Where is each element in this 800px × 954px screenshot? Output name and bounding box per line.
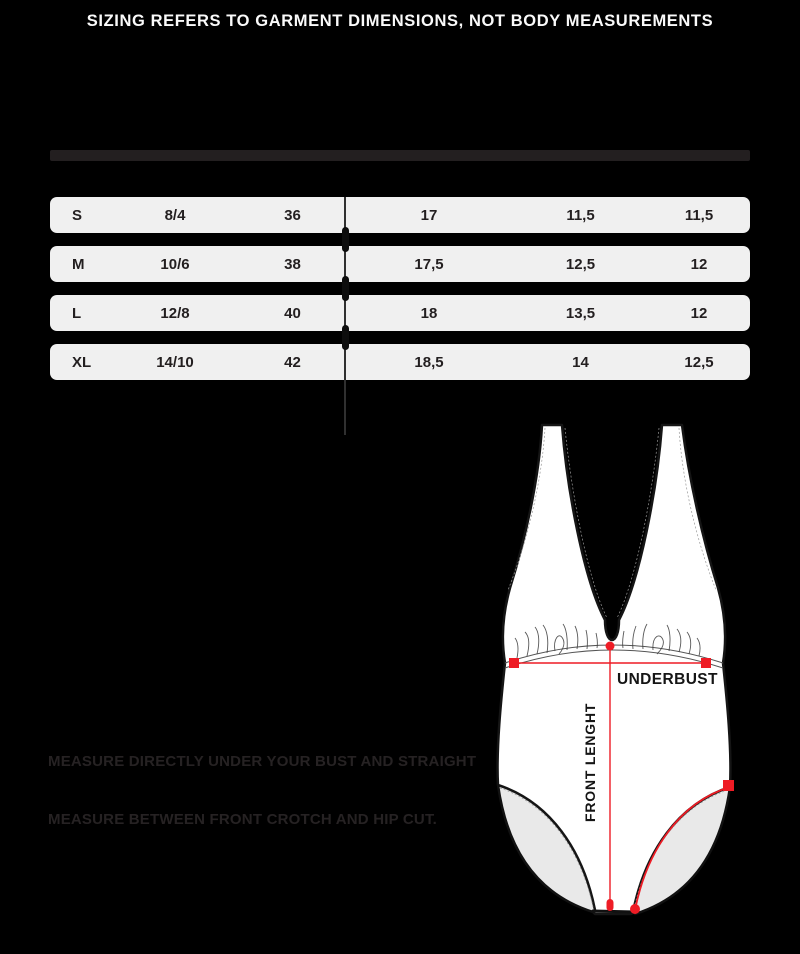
instruction-front-length: MEASURE BETWEEN FRONT CROTCH AND HIP CUT…: [48, 811, 438, 828]
measure-3: 11,5: [684, 206, 714, 224]
measure-2: 13,5: [565, 304, 596, 322]
hip-cut-line: [634, 786, 731, 911]
measure-3: 12: [690, 304, 708, 322]
table-row-l: L 12/8 40 18 13,5 12: [50, 295, 750, 331]
table-row-m: M 10/6 38 17,5 12,5 12: [50, 246, 750, 282]
table-column-divider: [344, 197, 346, 435]
underbust-right-marker: [701, 658, 711, 668]
size-us-uk: 12/8: [160, 304, 190, 322]
size-eu: 36: [284, 206, 301, 224]
measure-3: 12: [690, 255, 708, 273]
size-eu: 42: [284, 353, 301, 371]
size-label: XL: [72, 353, 92, 371]
table-header-bar: [50, 150, 750, 161]
swimsuit-body: [496, 423, 732, 916]
size-us-uk: 8/4: [164, 206, 186, 224]
hip-cut-top-marker: [723, 780, 734, 791]
measure-1: 17,5: [414, 255, 444, 273]
measure-3: 12,5: [684, 353, 714, 371]
front-length-bottom-marker: [606, 899, 614, 911]
table-row-xl: XL 14/10 42 18,5 14 12,5: [50, 344, 750, 380]
measure-2: 11,5: [566, 206, 595, 224]
measure-1: 18: [420, 304, 438, 322]
size-eu: 40: [284, 304, 301, 322]
front-length-label: FRONT LENGHT: [582, 702, 598, 822]
divider-capsule: [341, 227, 349, 252]
size-label: M: [72, 255, 85, 273]
gather-lines: [514, 623, 701, 659]
page-title: SIZING REFERS TO GARMENT DIMENSIONS, NOT…: [86, 12, 714, 30]
swimsuit-diagram: [496, 423, 734, 916]
table-row-s: S 8/4 36 17 11,5 11,5: [50, 197, 750, 233]
seam-guides: [499, 427, 729, 910]
underbust-left-marker: [509, 658, 519, 668]
size-us-uk: 14/10: [156, 353, 194, 371]
divider-capsule: [341, 325, 349, 350]
measure-2: 14: [572, 353, 589, 371]
size-us-uk: 10/6: [160, 255, 190, 273]
measure-1: 18,5: [414, 353, 444, 371]
leg-outer-edges: [496, 783, 732, 916]
size-label: L: [72, 304, 82, 322]
hip-cut-bottom-marker: [630, 904, 640, 914]
size-label: S: [72, 206, 83, 224]
size-eu: 38: [284, 255, 301, 273]
divider-capsule: [341, 276, 349, 301]
measure-2: 12,5: [565, 255, 596, 273]
instruction-underbust: MEASURE DIRECTLY UNDER YOUR BUST AND STR…: [48, 753, 477, 770]
measure-1: 17: [420, 206, 438, 224]
measurement-marks: [509, 641, 734, 914]
underbust-label: UNDERBUST: [617, 671, 718, 688]
